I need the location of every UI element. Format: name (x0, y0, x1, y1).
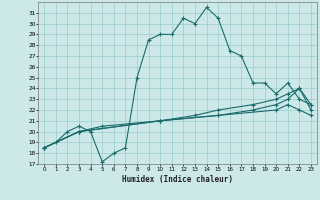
X-axis label: Humidex (Indice chaleur): Humidex (Indice chaleur) (122, 175, 233, 184)
